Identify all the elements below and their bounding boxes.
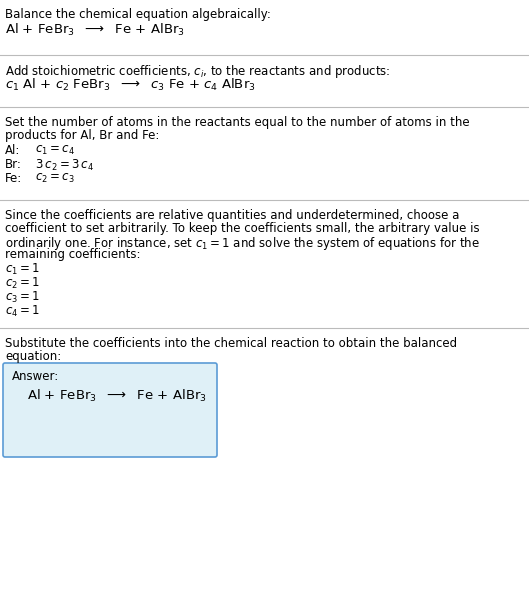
Text: equation:: equation:	[5, 350, 61, 363]
Text: ordinarily one. For instance, set $c_1 = 1$ and solve the system of equations fo: ordinarily one. For instance, set $c_1 =…	[5, 235, 480, 252]
Text: $c_2 = 1$: $c_2 = 1$	[5, 276, 40, 291]
Text: $c_1$ Al + $c_2$ FeBr$_3$  $\longrightarrow$  $c_3$ Fe + $c_4$ AlBr$_3$: $c_1$ Al + $c_2$ FeBr$_3$ $\longrightarr…	[5, 77, 256, 93]
Text: $c_4 = 1$: $c_4 = 1$	[5, 304, 40, 319]
Text: $c_1 = 1$: $c_1 = 1$	[5, 262, 40, 277]
Text: products for Al, Br and Fe:: products for Al, Br and Fe:	[5, 129, 159, 142]
Text: Fe:: Fe:	[5, 172, 22, 185]
Text: Since the coefficients are relative quantities and underdetermined, choose a: Since the coefficients are relative quan…	[5, 209, 459, 222]
Text: Answer:: Answer:	[12, 370, 59, 383]
Text: Br:: Br:	[5, 158, 22, 171]
Text: $c_2 = c_3$: $c_2 = c_3$	[28, 172, 75, 185]
Text: coefficient to set arbitrarily. To keep the coefficients small, the arbitrary va: coefficient to set arbitrarily. To keep …	[5, 222, 480, 235]
Text: Al + FeBr$_3$  $\longrightarrow$  Fe + AlBr$_3$: Al + FeBr$_3$ $\longrightarrow$ Fe + AlB…	[5, 22, 185, 38]
Text: $c_1 = c_4$: $c_1 = c_4$	[28, 144, 75, 157]
Text: Set the number of atoms in the reactants equal to the number of atoms in the: Set the number of atoms in the reactants…	[5, 116, 470, 129]
Text: $3\,c_2 = 3\,c_4$: $3\,c_2 = 3\,c_4$	[28, 158, 94, 173]
Text: Add stoichiometric coefficients, $c_i$, to the reactants and products:: Add stoichiometric coefficients, $c_i$, …	[5, 63, 390, 80]
FancyBboxPatch shape	[3, 363, 217, 457]
Text: Al + FeBr$_3$  $\longrightarrow$  Fe + AlBr$_3$: Al + FeBr$_3$ $\longrightarrow$ Fe + AlB…	[27, 388, 207, 404]
Text: remaining coefficients:: remaining coefficients:	[5, 248, 141, 261]
Text: Al:: Al:	[5, 144, 21, 157]
Text: Balance the chemical equation algebraically:: Balance the chemical equation algebraica…	[5, 8, 271, 21]
Text: Substitute the coefficients into the chemical reaction to obtain the balanced: Substitute the coefficients into the che…	[5, 337, 457, 350]
Text: $c_3 = 1$: $c_3 = 1$	[5, 290, 40, 305]
